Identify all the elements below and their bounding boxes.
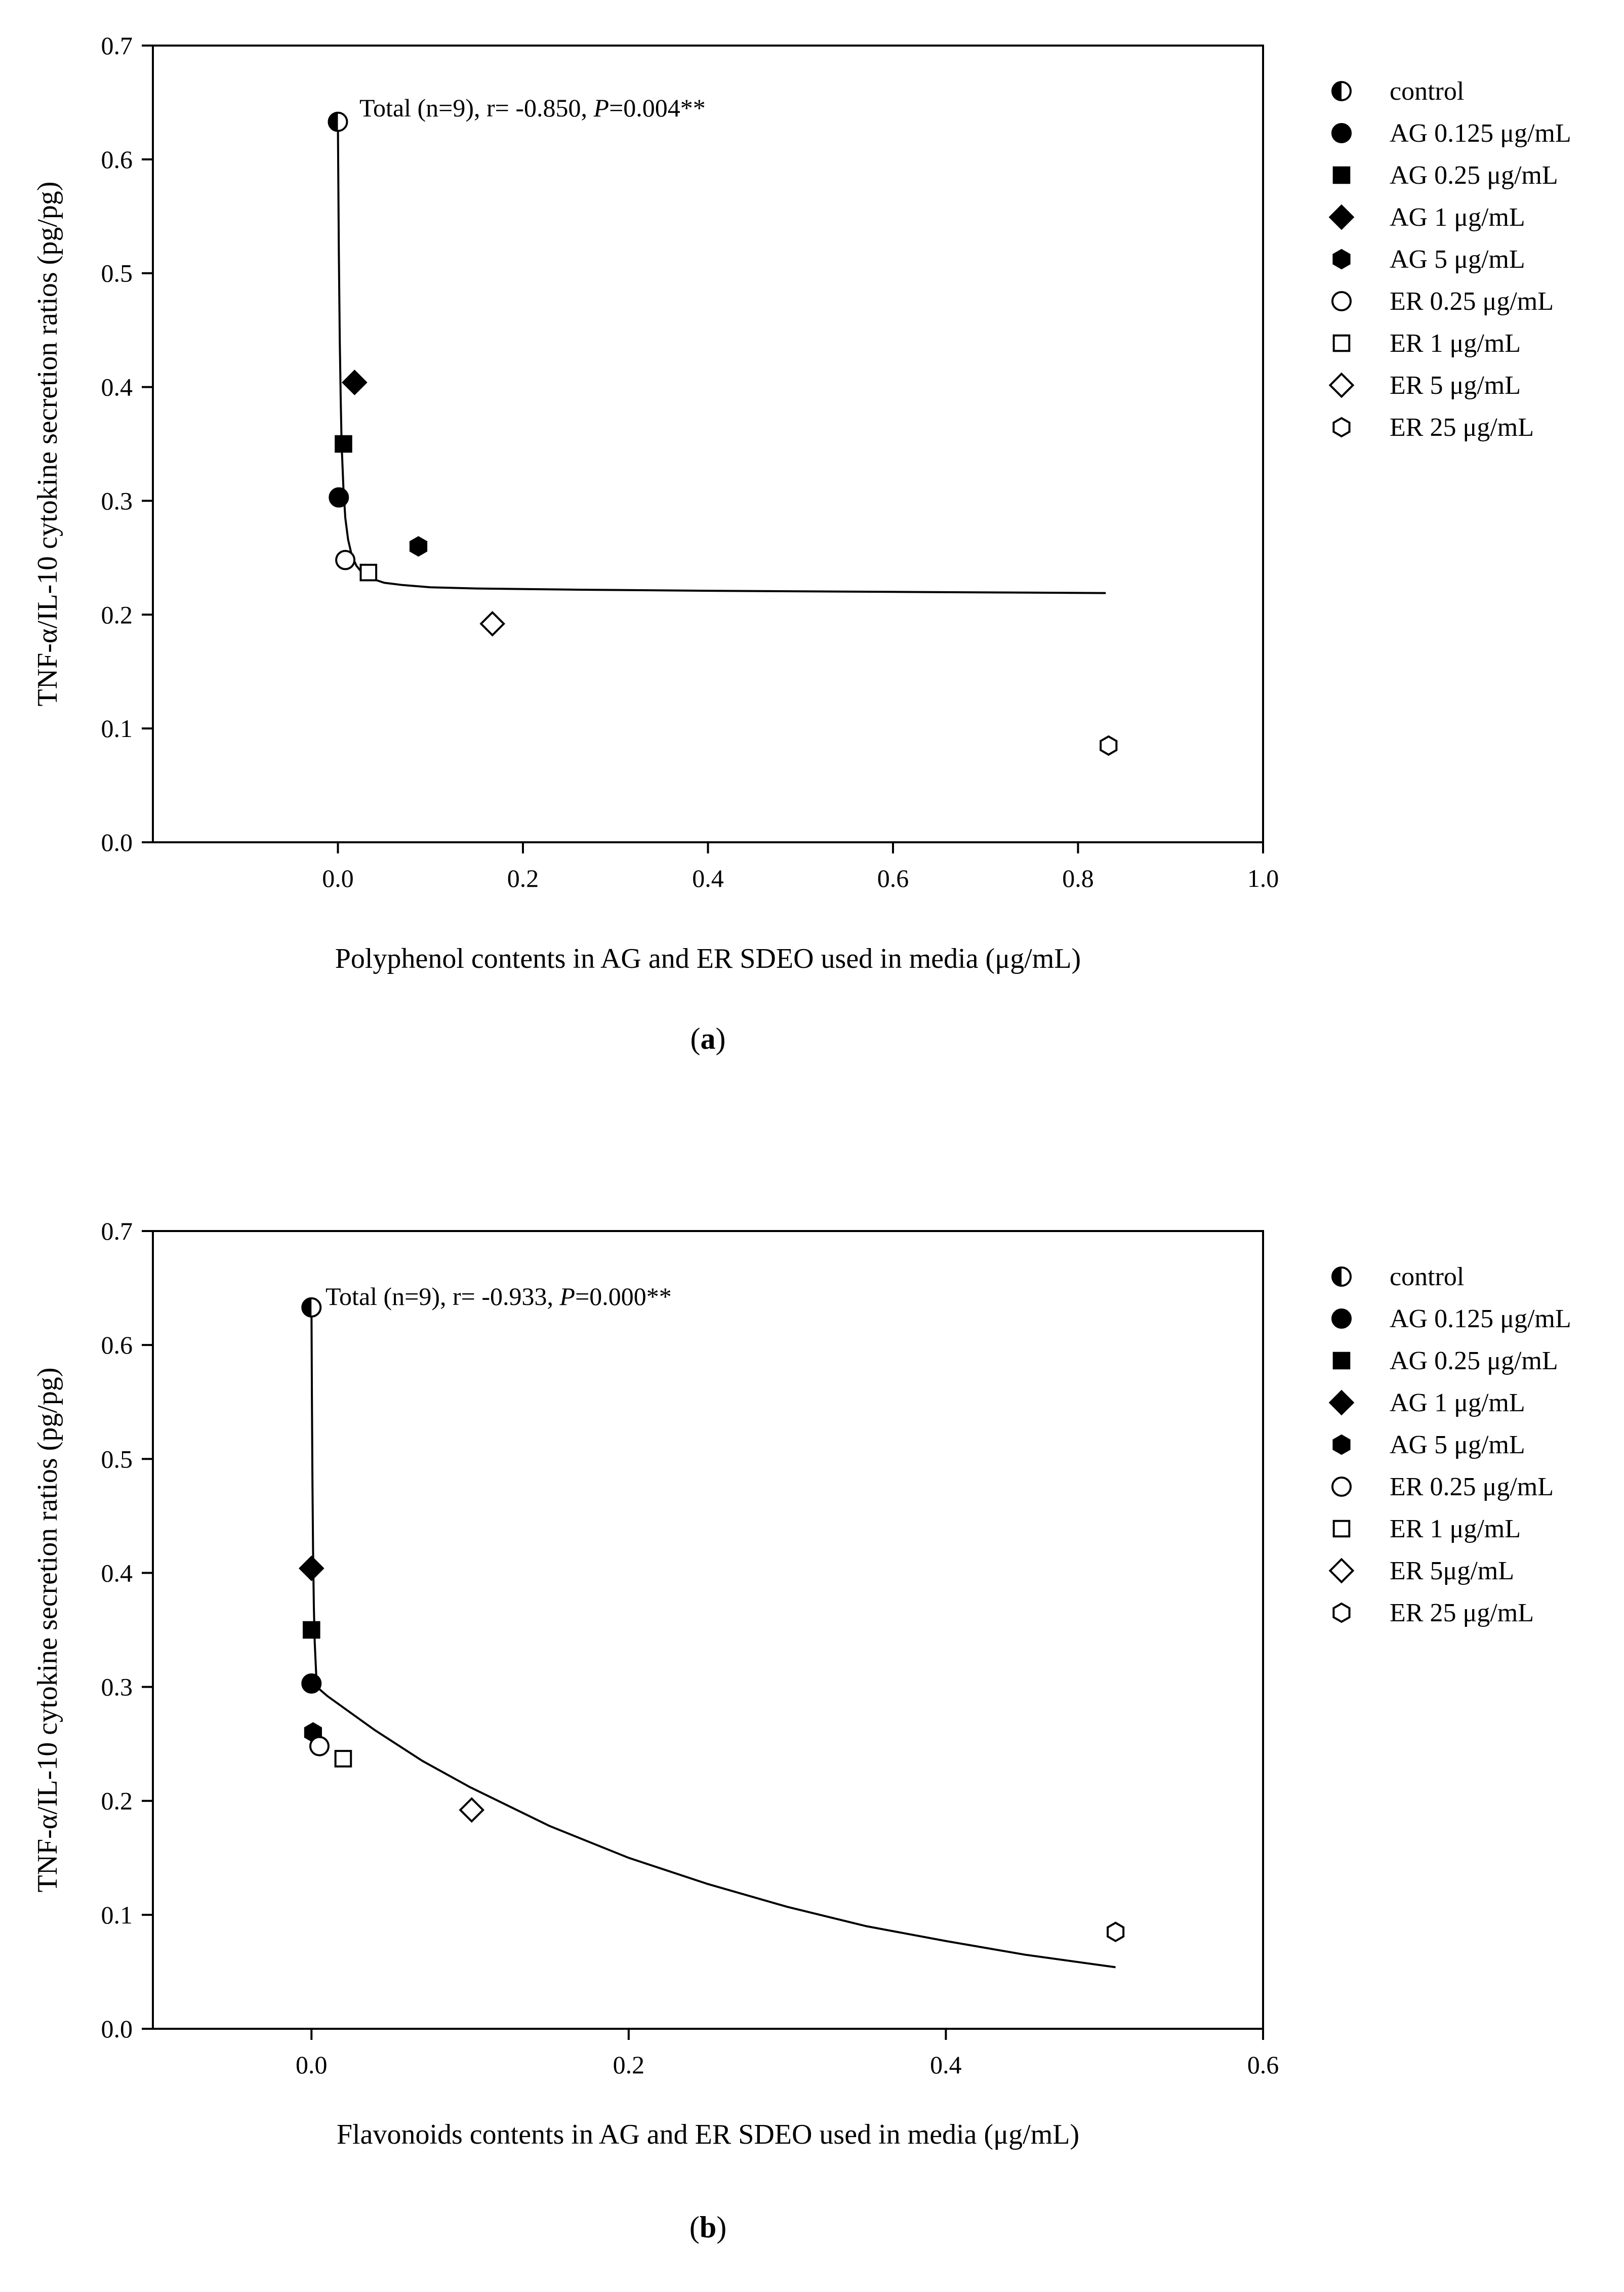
data-point-square-open [359, 563, 378, 582]
x-tick-label: 0.0 [322, 864, 354, 892]
legend-marker-square-open [1332, 334, 1351, 352]
legend-label: ER 25 μg/mL [1390, 1599, 1534, 1627]
y-tick-label: 0.1 [101, 1901, 133, 1929]
y-tick-label: 0.3 [101, 1673, 133, 1701]
x-tick-label: 0.4 [692, 864, 724, 892]
data-point-square-filled [302, 1621, 320, 1639]
legend-marker-diamond-filled [1328, 1389, 1355, 1416]
legend-marker-square-filled [1332, 1352, 1351, 1370]
data-point-diamond-open [479, 610, 506, 637]
data-point-circle-filled [329, 487, 349, 508]
legend-label: AG 1 μg/mL [1390, 203, 1525, 232]
legend-label: ER 0.25 μg/mL [1390, 1472, 1554, 1501]
legend-label: ER 1 μg/mL [1390, 1515, 1521, 1543]
legend-label: control [1390, 1262, 1464, 1291]
y-tick-label: 0.6 [101, 145, 133, 174]
legend-marker-hexagon-filled [1332, 1434, 1351, 1455]
legend-label: ER 1 μg/mL [1390, 329, 1521, 358]
x-tick-label: 0.2 [507, 864, 539, 892]
y-tick-label: 0.6 [101, 1331, 133, 1359]
y-axis-title: TNF-α/IL-10 cytokine secretion ratios (p… [32, 181, 63, 706]
regression-curve [337, 125, 1106, 594]
panel-label: (b) [689, 2211, 726, 2244]
legend-marker-square-filled [1332, 166, 1351, 184]
y-tick-label: 0.7 [101, 31, 133, 60]
data-point-half-circle [328, 111, 348, 132]
data-point-circle-open [309, 1736, 330, 1756]
data-point-diamond-filled [298, 1556, 324, 1581]
legend-label: AG 0.125 μg/mL [1390, 1304, 1571, 1333]
data-point-square-filled [335, 435, 352, 453]
legend-marker-circle-filled [1331, 123, 1352, 143]
x-tick-label: 0.0 [296, 2051, 328, 2079]
y-tick-label: 0.2 [101, 600, 133, 629]
y-tick-label: 0.7 [101, 1217, 133, 1245]
legend-marker-circle-filled [1331, 1308, 1352, 1329]
legend-label: AG 0.25 μg/mL [1390, 161, 1558, 190]
legend-marker-hexagon-filled [1332, 249, 1351, 270]
plot-frame [152, 1230, 1264, 2030]
legend-label: ER 0.25 μg/mL [1390, 287, 1554, 316]
data-point-circle-filled [301, 1673, 322, 1694]
legend-marker-half-circle [1331, 1266, 1352, 1287]
legend-marker-hexagon-open [1332, 1602, 1351, 1623]
regression-curve [310, 1311, 1116, 1969]
y-tick-label: 0.5 [101, 259, 133, 288]
correlation-annotation: Total (n=9), r= -0.933, P=0.000** [326, 1282, 672, 1311]
legend-label: control [1390, 77, 1464, 106]
legend-label: AG 5 μg/mL [1390, 245, 1525, 274]
y-tick-label: 0.3 [101, 486, 133, 515]
legend-label: AG 1 μg/mL [1390, 1388, 1525, 1417]
y-tick-label: 0.1 [101, 714, 133, 743]
data-point-hexagon-open [1107, 1921, 1125, 1942]
x-axis-title: Polyphenol contents in AG and ER SDEO us… [335, 943, 1081, 974]
data-point-half-circle [301, 1297, 322, 1318]
legend-marker-diamond-open [1328, 1558, 1355, 1584]
y-tick-label: 0.0 [101, 2015, 133, 2043]
x-tick-label: 1.0 [1247, 864, 1279, 892]
panel-label: (a) [691, 1022, 726, 1055]
plot-frame [152, 45, 1264, 843]
legend-marker-hexagon-open [1332, 417, 1351, 438]
data-point-hexagon-open [1100, 735, 1118, 756]
y-axis-title: TNF-α/IL-10 cytokine secretion ratios (p… [32, 1367, 63, 1892]
legend-label: AG 5 μg/mL [1390, 1430, 1525, 1459]
legend-marker-square-open [1332, 1520, 1351, 1538]
x-tick-label: 0.8 [1062, 864, 1094, 892]
legend-marker-circle-open [1331, 291, 1352, 311]
data-point-hexagon-filled [409, 536, 428, 557]
x-axis-title: Flavonoids contents in AG and ER SDEO us… [337, 2119, 1079, 2150]
data-point-square-open [334, 1750, 352, 1768]
x-tick-label: 0.6 [1247, 2051, 1279, 2079]
legend-label: ER 25 μg/mL [1390, 413, 1534, 442]
legend-marker-circle-open [1331, 1477, 1352, 1497]
chart-panel-b: 0.0 0.1 0.2 0.3 0.4 0.5 0.6 0.7 0.0 0.2 0.4 0.6 Flav… [32, 1217, 1571, 2244]
y-tick-label: 0.4 [101, 1559, 133, 1587]
y-tick-label: 0.5 [101, 1445, 133, 1473]
x-tick-label: 0.4 [930, 2051, 962, 2079]
data-point-circle-open [335, 550, 356, 570]
correlation-annotation: Total (n=9), r= -0.850, P=0.004** [359, 94, 706, 122]
x-tick-label: 0.2 [613, 2051, 645, 2079]
legend-label: ER 5μg/mL [1390, 1557, 1514, 1585]
legend-marker-diamond-filled [1328, 204, 1355, 230]
legend-marker-diamond-open [1328, 372, 1355, 398]
chart-panel-a: 0.0 0.1 0.2 0.3 0.4 0.5 0.6 0.7 0.0 0.2 0.4 0.6 0.8 1… [32, 31, 1571, 1055]
data-point-diamond-open [459, 1797, 485, 1823]
legend-marker-half-circle [1331, 81, 1352, 101]
legend-label: ER 5 μg/mL [1390, 371, 1521, 400]
y-tick-label: 0.4 [101, 373, 133, 401]
legend-label: AG 0.25 μg/mL [1390, 1346, 1558, 1375]
data-point-diamond-filled [342, 370, 368, 395]
y-tick-label: 0.0 [101, 828, 133, 856]
legend-label: AG 0.125 μg/mL [1390, 119, 1571, 148]
y-tick-label: 0.2 [101, 1787, 133, 1815]
x-tick-label: 0.6 [877, 864, 909, 892]
